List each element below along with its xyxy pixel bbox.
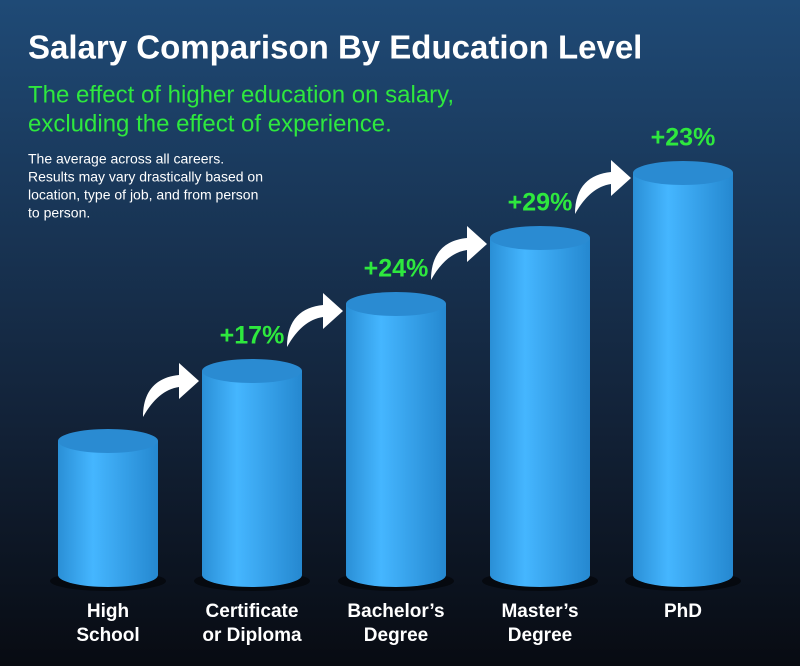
x-tick-label: High [87,601,129,622]
cylinder-body [490,238,590,587]
note: Results may vary drastically based on [28,169,263,185]
note: The average across all careers. [28,151,224,167]
arrow [431,226,487,280]
cylinder-top [346,292,446,316]
x-tick-label: or Diploma [202,625,302,646]
x-tick-label: Degree [364,625,428,646]
chart-title: Salary Comparison By Education Level [28,29,642,66]
cylinder-body [346,304,446,587]
cylinder-top [202,359,302,383]
x-tick-label: School [76,625,139,646]
note: to person. [28,205,90,221]
x-tick-label: Master’s [501,601,578,622]
data-label: +24% [364,255,429,283]
data-label: +29% [508,189,573,217]
cylinder-body [58,441,158,587]
arrow [143,363,199,417]
x-tick-label: PhD [664,601,702,622]
data-label: +23% [651,124,716,152]
cylinder-top [490,226,590,250]
cylinder-body [202,371,302,587]
arrow [287,293,343,347]
cylinder-body [633,173,733,587]
subtitle: excluding the effect of experience. [28,110,392,137]
x-tick-label: Bachelor’s [347,601,444,622]
cylinder-top [633,161,733,185]
x-tick-label: Degree [508,625,572,646]
subtitle: The effect of higher education on salary… [28,81,454,108]
cylinder-top [58,429,158,453]
x-tick-label: Certificate [206,601,299,622]
note: location, type of job, and from person [28,187,258,203]
data-label: +17% [220,322,285,350]
arrow [575,160,631,214]
